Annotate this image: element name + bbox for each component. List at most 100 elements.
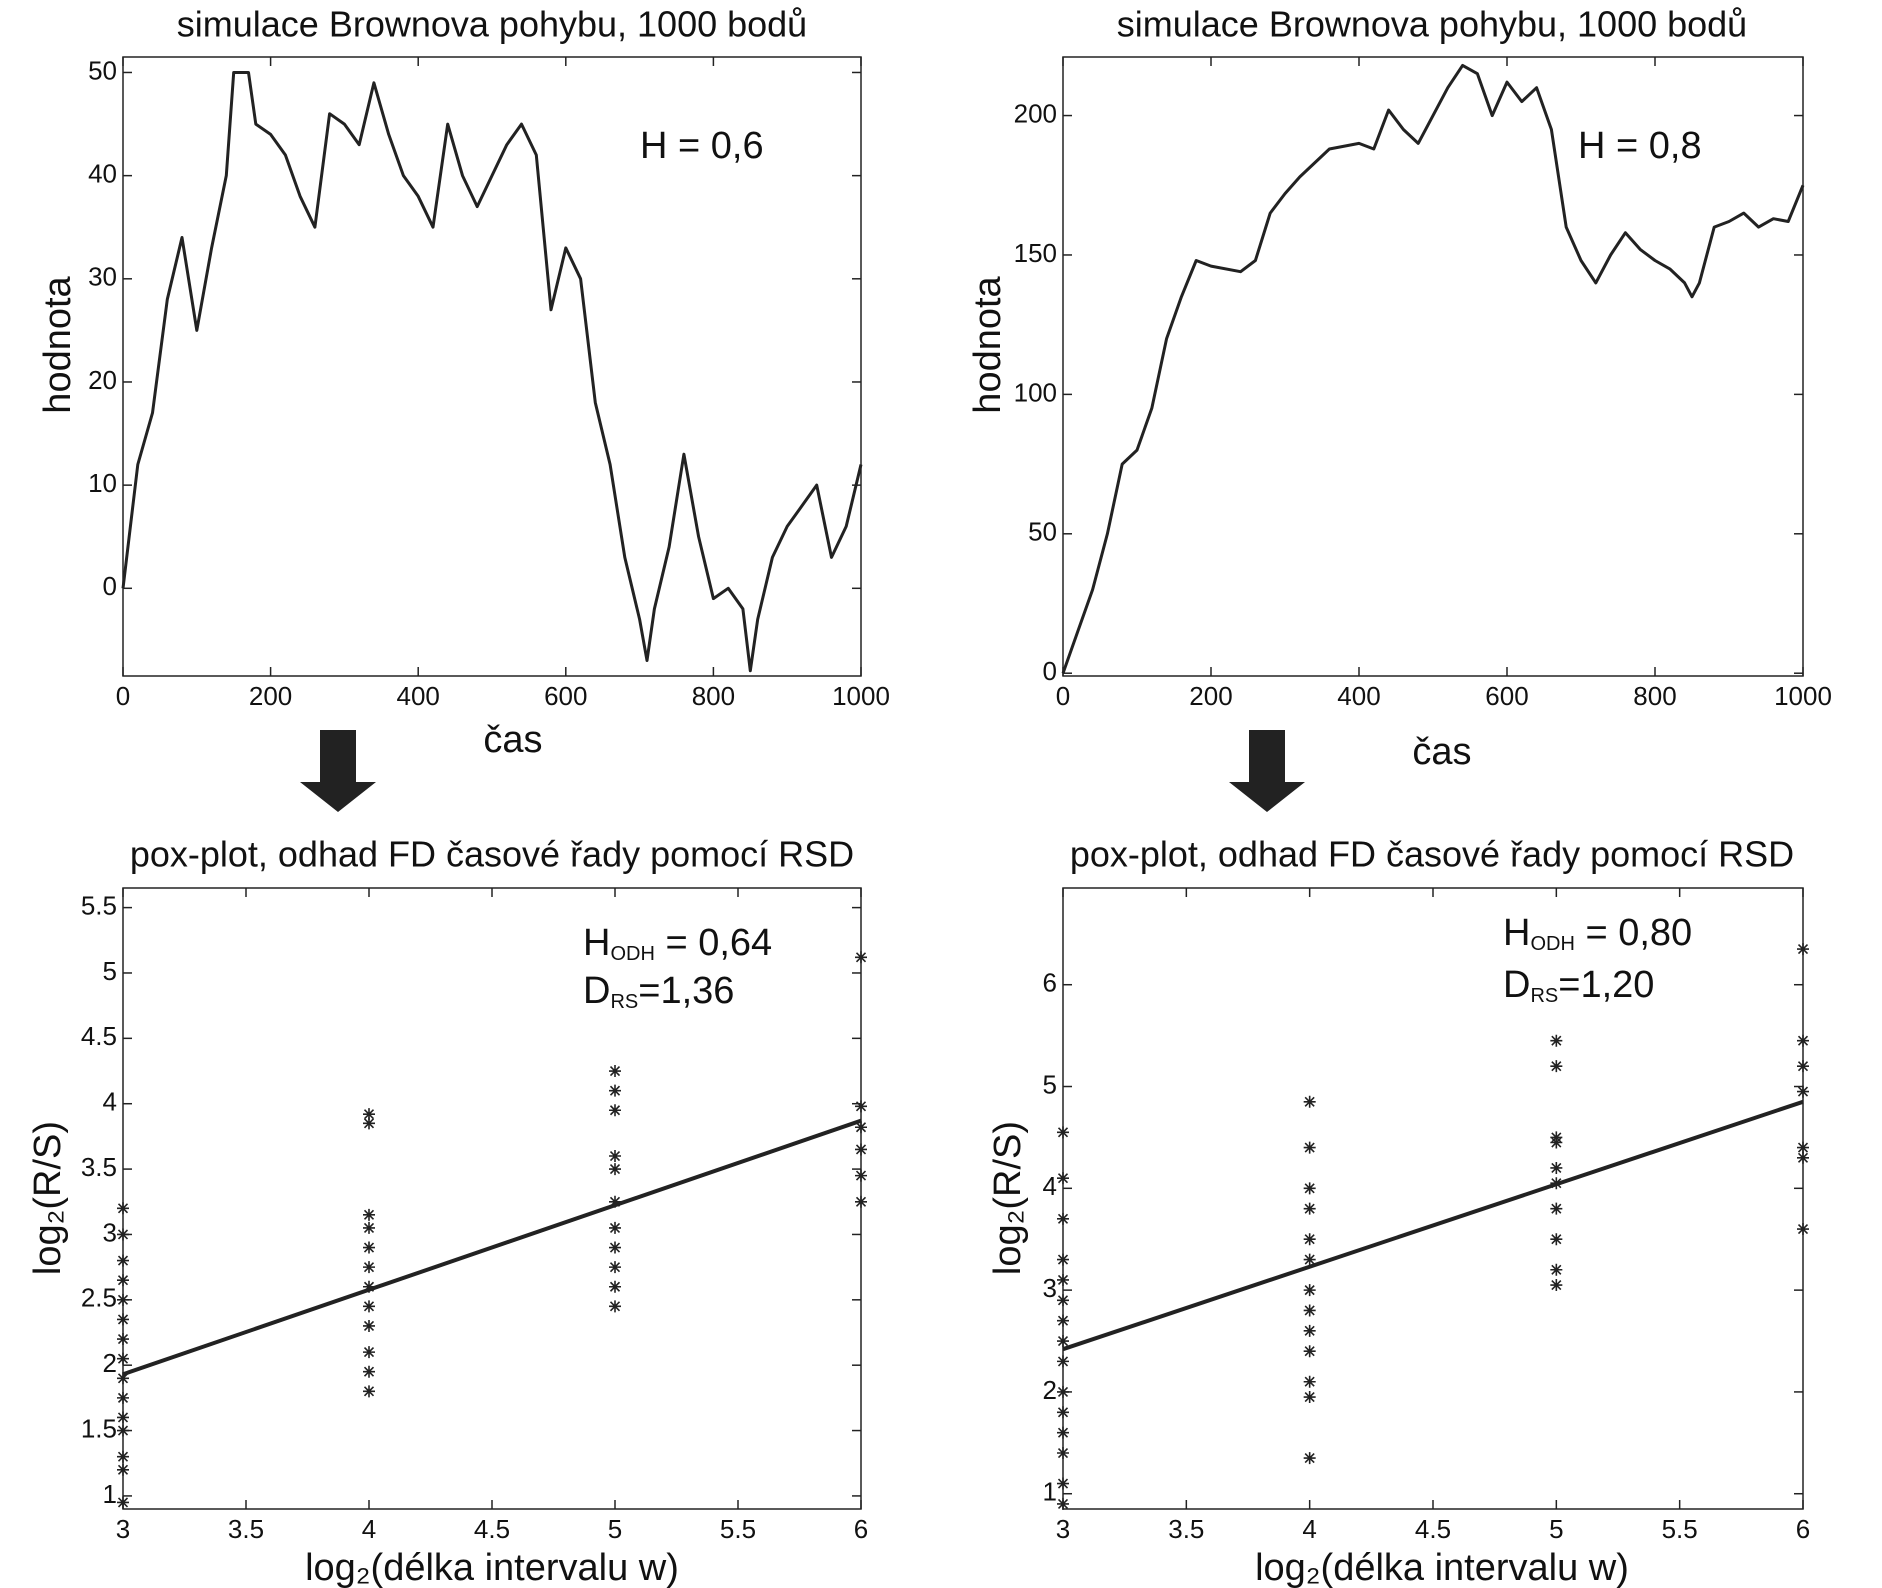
scatter-point <box>117 1333 129 1346</box>
scatter-point <box>1057 1355 1069 1368</box>
scatter-point <box>609 1084 621 1097</box>
scatter-point <box>1797 943 1809 956</box>
y-tick-label: 40 <box>88 159 117 189</box>
x-tick-label: 4.5 <box>1415 1514 1451 1544</box>
scatter-point <box>1057 1335 1069 1348</box>
scatter-point <box>117 1293 129 1306</box>
annotation-text: = 0,64 <box>655 922 772 964</box>
x-tick-label: 3 <box>116 1514 130 1544</box>
scatter-point <box>1057 1477 1069 1490</box>
y-tick-label: 4.5 <box>81 1021 117 1051</box>
scatter-point <box>1797 1223 1809 1236</box>
y-tick-label: 200 <box>1014 98 1057 128</box>
x-axis-label: čas <box>1412 731 1471 773</box>
x-tick-label: 6 <box>854 1514 868 1544</box>
y-tick-label: 2 <box>103 1348 117 1378</box>
chart-title: pox-plot, odhad FD časové řady pomocí RS… <box>1070 834 1794 875</box>
scatter-point <box>117 1411 129 1424</box>
scatter-point <box>117 1450 129 1463</box>
x-axis-label: čas <box>483 719 542 761</box>
annotation-text: =1,20 <box>1558 964 1654 1006</box>
annotation-text: H <box>583 922 610 964</box>
x-axis-label: log₂(délka intervalu w) <box>305 1547 679 1588</box>
y-axis-label: hodnota <box>967 275 1009 413</box>
scatter-point <box>1057 1294 1069 1307</box>
scatter-point <box>117 1391 129 1404</box>
chart-title: simulace Brownova pohybu, 1000 bodů <box>1117 4 1747 45</box>
scatter-point <box>609 1261 621 1274</box>
scatter-point <box>117 1228 129 1241</box>
x-tick-label: 0 <box>1056 681 1070 711</box>
scatter-point <box>117 1372 129 1385</box>
annotation-text: =1,36 <box>638 970 734 1012</box>
scatter-point <box>1797 1151 1809 1164</box>
scatter-point <box>363 1261 375 1274</box>
scatter-point <box>855 1169 867 1182</box>
scatter-point <box>1057 1385 1069 1398</box>
plot-frame <box>122 887 862 1510</box>
scatter-point <box>1797 1034 1809 1047</box>
y-tick-label: 30 <box>88 262 117 292</box>
y-tick-label: 50 <box>1028 517 1057 547</box>
scatter-point <box>855 1195 867 1208</box>
plot-frame <box>122 56 862 677</box>
scatter-point <box>363 1346 375 1359</box>
x-tick-label: 3.5 <box>228 1514 264 1544</box>
x-tick-label: 5.5 <box>1662 1514 1698 1544</box>
annotation: H = 0,6 <box>640 125 764 167</box>
annotation: DRS=1,20 <box>1503 964 1654 1007</box>
y-tick-label: 3 <box>103 1217 117 1247</box>
y-tick-label: 20 <box>88 365 117 395</box>
scatter-point <box>117 1313 129 1326</box>
x-tick-label: 4 <box>362 1514 376 1544</box>
scatter-point <box>117 1254 129 1267</box>
scatter-point <box>1303 1345 1316 1358</box>
scatter-point <box>1550 1034 1563 1047</box>
fit-line <box>1062 1099 1804 1352</box>
x-tick-label: 6 <box>1796 1514 1810 1544</box>
scatter-point <box>363 1319 375 1332</box>
x-tick-label: 4 <box>1302 1514 1316 1544</box>
scatter-point <box>1057 1314 1069 1327</box>
scatter-point <box>1057 1497 1069 1510</box>
scatter-point <box>1057 1212 1069 1225</box>
scatter-point <box>1797 1060 1809 1073</box>
x-tick-label: 600 <box>1485 681 1528 711</box>
arrow <box>300 730 376 812</box>
y-tick-label: 1 <box>103 1479 117 1509</box>
scatter-point <box>1550 1233 1563 1246</box>
annotation: HODH = 0,80 <box>1503 912 1692 955</box>
scatter-point <box>1057 1126 1069 1139</box>
x-tick-label: 400 <box>1337 681 1380 711</box>
x-tick-label: 400 <box>397 681 440 711</box>
y-tick-label: 6 <box>1043 968 1057 998</box>
x-tick-label: 200 <box>1189 681 1232 711</box>
scatter-point <box>1303 1253 1316 1266</box>
scatter-point <box>1303 1141 1316 1154</box>
scatter-point <box>1303 1375 1316 1388</box>
y-axis-label: log₂(R/S) <box>27 1121 69 1275</box>
scatter-point <box>1797 1141 1809 1154</box>
x-tick-label: 5 <box>1549 1514 1563 1544</box>
y-tick-label: 10 <box>88 468 117 498</box>
chart-title: pox-plot, odhad FD časové řady pomocí RS… <box>130 834 854 875</box>
scatter-point <box>609 1221 621 1234</box>
x-tick-label: 3.5 <box>1168 1514 1204 1544</box>
scatter-point <box>363 1280 375 1293</box>
scatter-point <box>1303 1182 1316 1195</box>
scatter-point <box>609 1150 621 1163</box>
scatter-point <box>363 1241 375 1254</box>
annotation-subscript: ODH <box>1530 933 1574 955</box>
scatter-point <box>1303 1391 1316 1404</box>
scatter-point <box>1303 1233 1316 1246</box>
y-tick-label: 5 <box>1043 1069 1057 1099</box>
plot-frame <box>1062 56 1804 677</box>
scatter-point <box>1303 1304 1316 1317</box>
scatter-point <box>1303 1324 1316 1337</box>
y-tick-label: 5 <box>103 956 117 986</box>
scatter-point <box>1550 1263 1563 1276</box>
scatter-point <box>1057 1273 1069 1286</box>
annotation-text: = 0,80 <box>1575 912 1692 954</box>
annotation-subscript: ODH <box>610 943 654 965</box>
